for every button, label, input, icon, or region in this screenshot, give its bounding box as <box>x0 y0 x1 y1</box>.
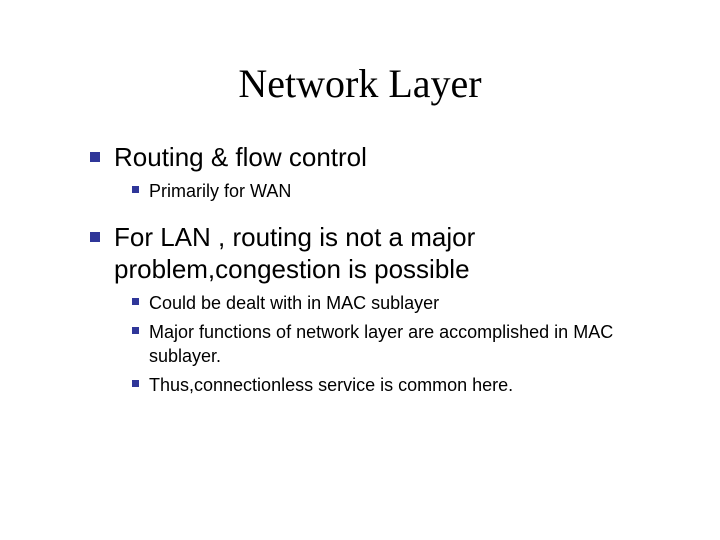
list-item: For LAN , routing is not a major problem… <box>90 221 660 398</box>
sub-list: Primarily for WAN <box>90 180 660 203</box>
sub-list: Could be dealt with in MAC sublayer Majo… <box>90 292 660 398</box>
square-bullet-icon <box>132 298 139 305</box>
slide-title: Network Layer <box>60 60 660 107</box>
list-item-text: For LAN , routing is not a major problem… <box>114 221 660 286</box>
list-item: Primarily for WAN <box>132 180 660 203</box>
list-item-text: Primarily for WAN <box>149 180 660 203</box>
slide: Network Layer Routing & flow control Pri… <box>0 0 720 540</box>
square-bullet-icon <box>90 232 100 242</box>
square-bullet-icon <box>90 152 100 162</box>
list-item-text: Could be dealt with in MAC sublayer <box>149 292 660 315</box>
list-item-text: Thus,connectionless service is common he… <box>149 374 660 397</box>
square-bullet-icon <box>132 380 139 387</box>
list-item: Routing & flow control Primarily for WAN <box>90 141 660 203</box>
list-item: Thus,connectionless service is common he… <box>132 374 660 397</box>
list-item-text: Major functions of network layer are acc… <box>149 321 660 368</box>
list-item: Could be dealt with in MAC sublayer <box>132 292 660 315</box>
square-bullet-icon <box>132 186 139 193</box>
list-item: Major functions of network layer are acc… <box>132 321 660 368</box>
main-list: Routing & flow control Primarily for WAN… <box>60 141 660 397</box>
list-item-text: Routing & flow control <box>114 141 660 174</box>
square-bullet-icon <box>132 327 139 334</box>
